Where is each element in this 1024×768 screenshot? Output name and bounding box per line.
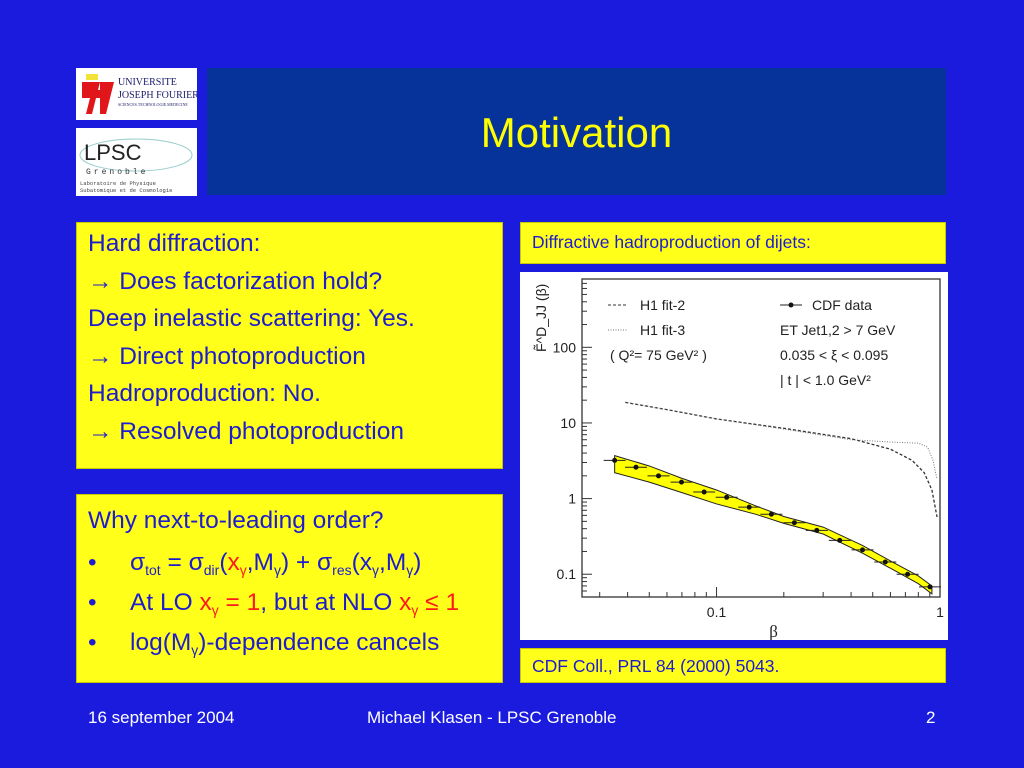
data-point	[905, 571, 911, 577]
text-line: → Resolved photoproduction	[88, 418, 404, 445]
y-tick-label: 0.1	[557, 566, 577, 582]
svg-text:Grenoble: Grenoble	[86, 168, 148, 177]
plot-frame	[581, 278, 941, 598]
uncertainty-band	[614, 454, 933, 595]
title-bar: Motivation	[207, 68, 946, 195]
bullet: •	[88, 629, 97, 656]
h1-fit-2-line	[625, 401, 938, 518]
lo-nlo-text: At LO xγ = 1, but at NLO xγ ≤ 1	[130, 589, 460, 618]
nlo-heading: Why next-to-leading order?	[88, 507, 384, 534]
text-line: Hard diffraction:	[88, 230, 261, 257]
x-tick-label: 0.1	[707, 604, 727, 620]
x-tick-label: 1	[936, 604, 944, 620]
legend-fit-2: H1 fit-2	[640, 297, 685, 313]
svg-text:SCIENCES.TECHNOLOGIE.MEDECINE: SCIENCES.TECHNOLOGIE.MEDECINE	[118, 102, 188, 107]
right-header: Diffractive hadroproduction of dijets:	[520, 222, 946, 264]
footer-author: Michael Klasen - LPSC Grenoble	[367, 708, 617, 727]
legend-fit-3: H1 fit-3	[640, 322, 685, 338]
text-line: Deep inelastic scattering: Yes.	[88, 305, 415, 332]
log-dependence-text: log(Mγ)-dependence cancels	[130, 629, 440, 658]
ujf-logo: UNIVERSITE JOSEPH FOURIER SCIENCES.TECHN…	[76, 68, 199, 120]
ujf-logo-graphic: UNIVERSITE JOSEPH FOURIER SCIENCES.TECHN…	[82, 74, 199, 114]
text-line: Hadroproduction: No.	[88, 380, 321, 407]
lpsc-logo-graphic: LPSC Grenoble Laboratoire de Physique Su…	[79, 138, 193, 194]
data-point	[746, 504, 752, 510]
data-point	[633, 464, 639, 470]
data-point	[927, 584, 933, 590]
legend-cdf: CDF data	[812, 297, 872, 313]
bullet: •	[88, 549, 97, 576]
hard-diffraction-box: Hard diffraction: → Does factorization h…	[76, 222, 503, 469]
data-point	[837, 537, 843, 543]
data-point	[882, 559, 888, 565]
chart-svg: F̃^D_JJ (β) 0.1 1 0.1 1 10 100 β H1 fit-2 H1 fit…	[533, 278, 944, 641]
h1-fit-3-line	[625, 401, 938, 480]
citation: CDF Coll., PRL 84 (2000) 5043.	[520, 648, 946, 683]
x-axis-label: β	[769, 622, 778, 640]
data-point	[860, 547, 866, 553]
legend-q2: ( Q²= 75 GeV² )	[610, 347, 707, 363]
slide-title: Motivation	[480, 108, 673, 156]
data-point	[701, 489, 707, 495]
y-tick-label: 10	[560, 415, 576, 431]
nlo-box: Why next-to-leading order? • σtot = σdir…	[76, 494, 503, 683]
footer-date: 16 september 2004	[88, 708, 235, 727]
legend-cdf-marker	[788, 302, 794, 308]
y-tick-label: 1	[568, 491, 576, 507]
data-point	[612, 457, 618, 463]
y-axis-label: F̃^D_JJ (β)	[533, 284, 549, 352]
data-point	[791, 520, 797, 526]
annotation-et: ET Jet1,2 > 7 GeV	[780, 322, 896, 338]
annotation-xi: 0.035 < ξ < 0.095	[780, 347, 888, 363]
svg-text:LPSC: LPSC	[84, 140, 142, 165]
bullet: •	[88, 589, 97, 616]
annotation-t: | t | < 1.0 GeV²	[780, 372, 871, 388]
svg-text:JOSEPH FOURIER: JOSEPH FOURIER	[118, 90, 197, 101]
data-point	[814, 527, 820, 533]
data-point	[656, 473, 662, 479]
data-point	[724, 494, 730, 500]
svg-text:Laboratoire de Physique: Laboratoire de Physique	[80, 180, 156, 187]
svg-text:UNIVERSITE: UNIVERSITE	[118, 77, 177, 88]
text-line: → Direct photoproduction	[88, 343, 366, 370]
data-point	[679, 479, 685, 485]
y-tick-label: 100	[553, 339, 577, 355]
cdf-chart: F̃^D_JJ (β) 0.1 1 0.1 1 10 100 β H1 fit-2 H1 fit…	[520, 272, 948, 641]
footer-page: 2	[926, 708, 936, 727]
lpsc-logo: LPSC Grenoble Laboratoire de Physique Su…	[76, 128, 197, 196]
sigma-formula: σtot = σdir(xγ,Mγ) + σres(xγ,Mγ)	[130, 549, 422, 578]
text-line: → Does factorization hold?	[88, 268, 383, 295]
svg-text:Subatomique et de Cosmologie: Subatomique et de Cosmologie	[80, 187, 172, 194]
data-point	[768, 511, 774, 517]
